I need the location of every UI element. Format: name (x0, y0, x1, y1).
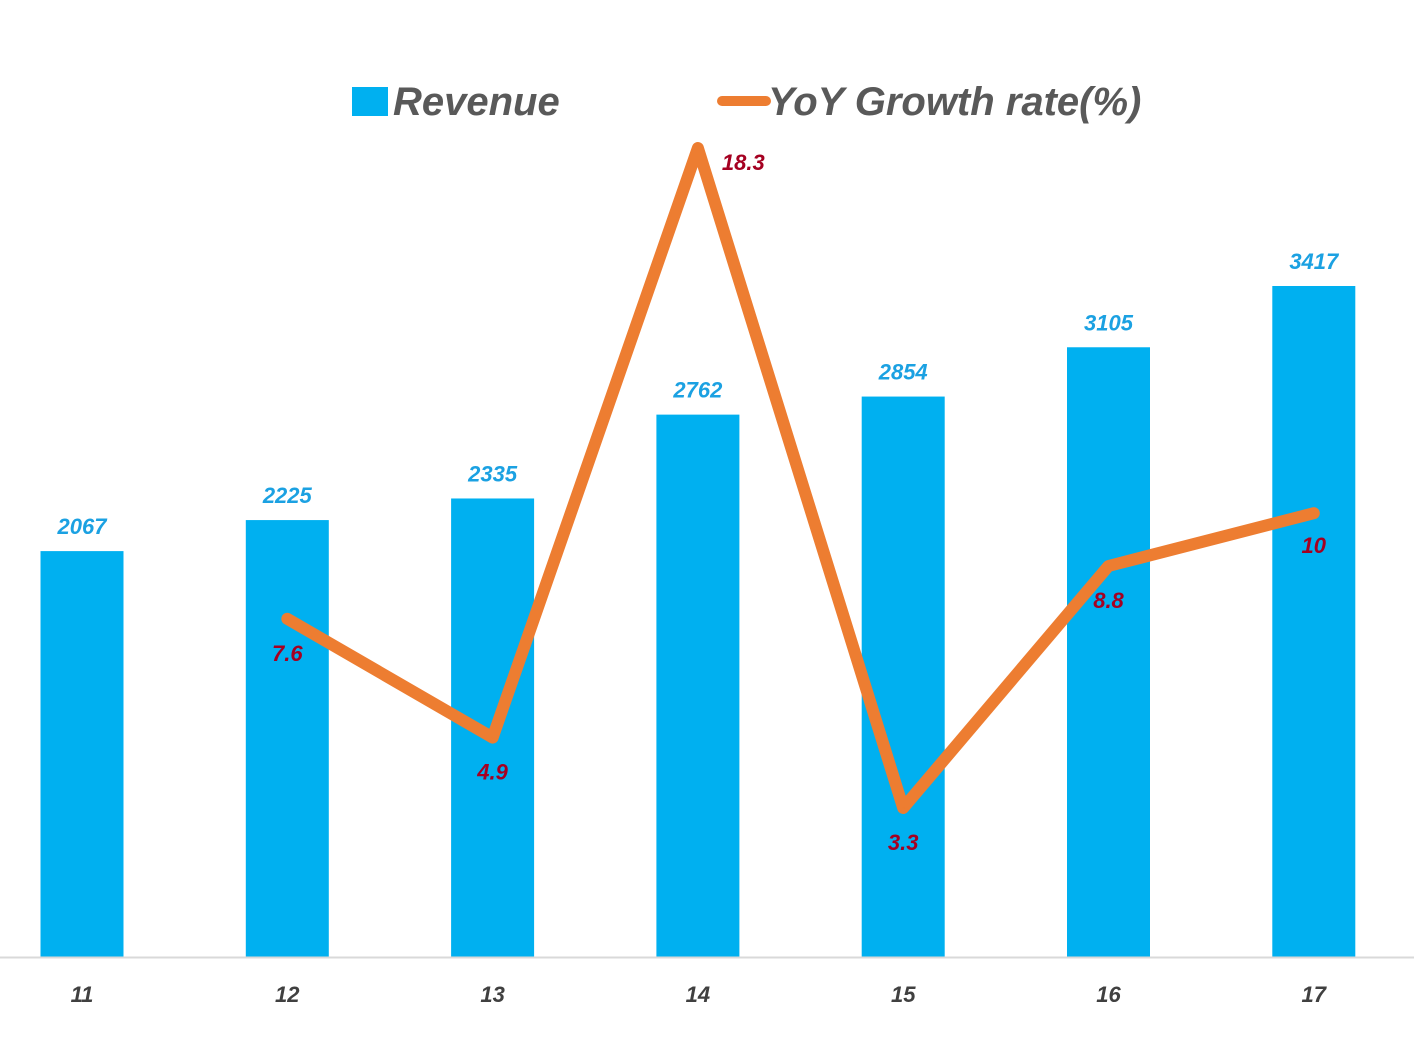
bar-label-revenue-17: 3417 (1289, 249, 1340, 274)
growth-point-16 (1107, 565, 1110, 567)
line-label-growth-17: 10 (1302, 533, 1327, 558)
bar-revenue-11 (40, 551, 124, 957)
x-tick-label-12: 12 (275, 982, 300, 1007)
x-tick-labels: 11 12 13 14 15 16 17 (71, 982, 1328, 1007)
bar-label-revenue-14: 2762 (672, 378, 723, 403)
line-data-labels: 7.6 4.9 18.3 3.3 8.8 10 (272, 150, 1327, 855)
x-tick-label-14: 14 (686, 982, 710, 1007)
bars-layer (40, 286, 1356, 958)
bar-revenue-17 (1272, 286, 1356, 957)
legend: Revenue YoY Growth rate(%) (352, 80, 1141, 124)
x-tick-label-11: 11 (71, 982, 94, 1007)
growth-point-15 (902, 807, 905, 809)
bar-label-revenue-13: 2335 (467, 461, 518, 486)
growth-rate-line (281, 142, 1320, 814)
bar-data-labels: 2067 2225 2335 2762 2854 3105 3417 (57, 249, 1341, 539)
growth-point-12 (286, 617, 289, 620)
growth-line-layer (281, 142, 1320, 814)
legend-label-revenue: Revenue (393, 80, 560, 124)
line-label-growth-13: 4.9 (476, 760, 508, 785)
x-tick-label-17: 17 (1302, 982, 1328, 1007)
bar-label-revenue-15: 2854 (878, 360, 928, 385)
bar-revenue-15 (861, 396, 945, 958)
bar-revenue-12 (245, 520, 329, 957)
line-label-growth-15: 3.3 (888, 830, 919, 855)
growth-point-14 (696, 147, 699, 149)
bar-revenue-16 (1067, 347, 1150, 957)
line-label-growth-12: 7.6 (272, 641, 303, 666)
growth-point-13 (491, 736, 494, 739)
line-label-growth-16: 8.8 (1093, 588, 1124, 613)
bar-revenue-14 (656, 414, 740, 957)
growth-point-17 (1312, 512, 1315, 515)
legend-label-growth-rate: YoY Growth rate(%) (768, 80, 1141, 124)
x-tick-label-16: 16 (1096, 982, 1121, 1007)
line-label-growth-14: 18.3 (722, 150, 765, 175)
bar-label-revenue-16: 3105 (1084, 310, 1134, 335)
legend-swatch-revenue (352, 87, 388, 116)
x-tick-label-13: 13 (480, 982, 504, 1007)
bar-label-revenue-12: 2225 (262, 483, 313, 508)
bar-label-revenue-11: 2067 (57, 514, 109, 539)
x-tick-label-15: 15 (891, 982, 916, 1007)
